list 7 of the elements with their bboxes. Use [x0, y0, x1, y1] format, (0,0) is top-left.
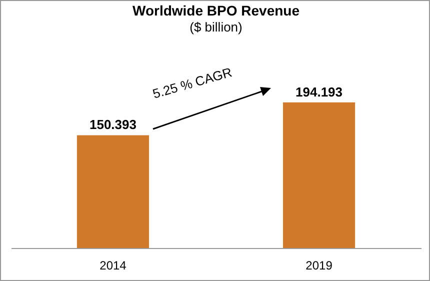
- x-tick-label: 2019: [306, 258, 333, 272]
- chart-title: Worldwide BPO Revenue: [132, 2, 300, 18]
- text: 5.25 % CAGR: [151, 64, 234, 102]
- chart-subtitle: ($ billion): [190, 19, 242, 34]
- data-label: 194.193: [296, 84, 343, 100]
- data-label: 150.393: [89, 117, 136, 132]
- x-tick-label: 2014: [100, 258, 127, 272]
